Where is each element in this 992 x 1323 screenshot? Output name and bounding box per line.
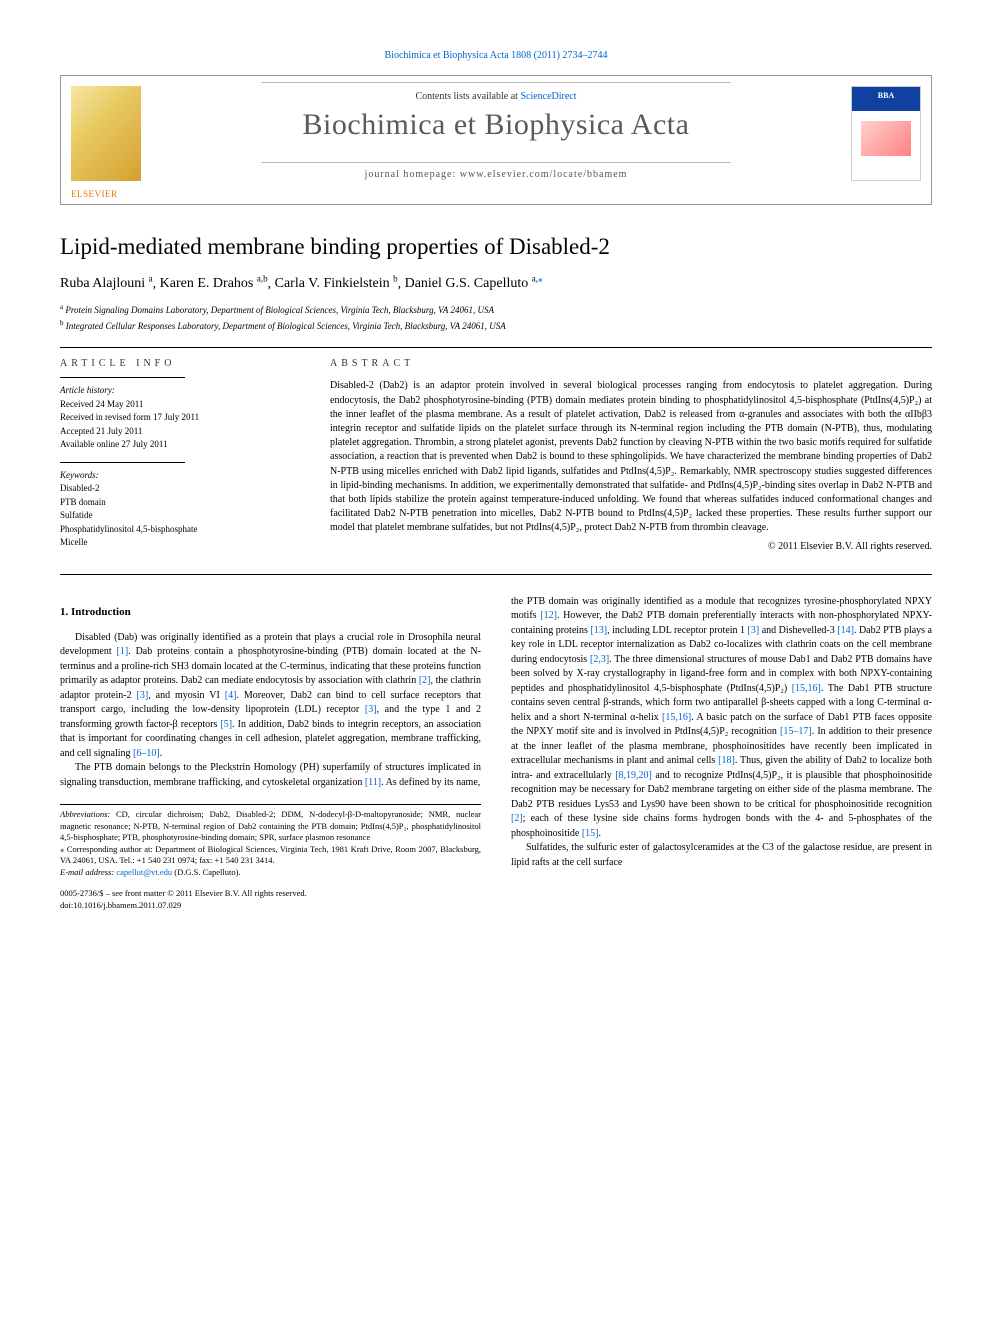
article-info-heading: ARTICLE INFO	[60, 348, 300, 375]
history-line: Available online 27 July 2011	[60, 438, 300, 452]
history-line: Accepted 21 July 2011	[60, 425, 300, 439]
journal-name: Biochimica et Biophysica Acta	[161, 108, 831, 142]
email-label: E-mail address:	[60, 867, 114, 877]
keywords-label: Keywords:	[60, 469, 300, 483]
affiliation-b: b Integrated Cellular Responses Laborato…	[60, 318, 932, 334]
history-label: Article history:	[60, 384, 300, 398]
body-paragraph: the PTB domain was originally identified…	[511, 595, 932, 842]
abstract-text: Disabled-2 (Dab2) is an adaptor protein …	[330, 379, 932, 535]
keyword: Disabled-2	[60, 482, 300, 496]
divider-mid	[60, 574, 932, 575]
affiliations: a Protein Signaling Domains Laboratory, …	[60, 302, 932, 333]
authors-line: Ruba Alajlouni a, Karen E. Drahos a,b, C…	[60, 274, 932, 293]
journal-cover-left	[71, 86, 141, 181]
journal-homepage: journal homepage: www.elsevier.com/locat…	[261, 169, 731, 180]
elsevier-logo-text: ELSEVIER	[71, 189, 118, 199]
author-1: Ruba Alajlouni a	[60, 276, 153, 291]
email-footnote: E-mail address: capellut@vt.edu (D.G.S. …	[60, 867, 481, 878]
history-line: Received in revised form 17 July 2011	[60, 411, 300, 425]
article-title: Lipid-mediated membrane binding properti…	[60, 233, 932, 262]
abstract-column: ABSTRACT Disabled-2 (Dab2) is an adaptor…	[330, 348, 932, 560]
section-1-heading: 1. Introduction	[60, 605, 481, 621]
doi-line: doi:10.1016/j.bbamem.2011.07.029	[60, 900, 481, 911]
history-line: Received 24 May 2011	[60, 398, 300, 412]
author-2: Karen E. Drahos a,b	[160, 276, 268, 291]
footnotes: Abbreviations: CD, circular dichroism; D…	[60, 804, 481, 878]
abstract-copyright: © 2011 Elsevier B.V. All rights reserved…	[330, 541, 932, 552]
header-citation-link[interactable]: Biochimica et Biophysica Acta 1808 (2011…	[385, 50, 608, 61]
right-column: the PTB domain was originally identified…	[511, 595, 932, 911]
sciencedirect-link[interactable]: ScienceDirect	[520, 91, 576, 102]
corresponding-author-link[interactable]: ⁎	[538, 274, 543, 284]
left-column: 1. Introduction Disabled (Dab) was origi…	[60, 595, 481, 911]
author-4: Daniel G.S. Capelluto a,⁎	[405, 276, 543, 291]
email-person: (D.G.S. Capelluto).	[172, 867, 240, 877]
keyword: Sulfatide	[60, 509, 300, 523]
cover-bba-label: BBA	[852, 87, 920, 100]
keywords-block: Keywords: Disabled-2 PTB domain Sulfatid…	[60, 469, 300, 550]
abbr-text: CD, circular dichroism; Dab2, Disabled-2…	[60, 809, 481, 842]
body-paragraph: Disabled (Dab) was originally identified…	[60, 631, 481, 762]
abstract-heading: ABSTRACT	[330, 348, 932, 379]
journal-cover-right: BBA	[851, 86, 921, 181]
homepage-url: www.elsevier.com/locate/bbamem	[460, 169, 628, 180]
abbr-label: Abbreviations:	[60, 809, 110, 819]
abbreviations-footnote: Abbreviations: CD, circular dichroism; D…	[60, 809, 481, 843]
body-paragraph: The PTB domain belongs to the Pleckstrin…	[60, 761, 481, 790]
body-paragraph: Sulfatides, the sulfuric ester of galact…	[511, 841, 932, 870]
keyword: Micelle	[60, 536, 300, 550]
article-info-column: ARTICLE INFO Article history: Received 2…	[60, 348, 300, 560]
body-columns: 1. Introduction Disabled (Dab) was origi…	[60, 595, 932, 911]
author-3: Carla V. Finkielstein b	[275, 276, 398, 291]
header-citation: Biochimica et Biophysica Acta 1808 (2011…	[60, 50, 932, 61]
info-rule-1	[60, 377, 185, 378]
journal-banner: Contents lists available at ScienceDirec…	[60, 75, 932, 205]
info-rule-2	[60, 462, 185, 463]
cover-thumb-icon	[861, 121, 911, 156]
keyword: PTB domain	[60, 496, 300, 510]
keyword: Phosphatidylinositol 4,5-bisphosphate	[60, 523, 300, 537]
footer-meta: 0005-2736/$ – see front matter © 2011 El…	[60, 888, 481, 911]
affiliation-a: a Protein Signaling Domains Laboratory, …	[60, 302, 932, 318]
banner-center: Contents lists available at ScienceDirec…	[161, 82, 831, 180]
article-history: Article history: Received 24 May 2011 Re…	[60, 384, 300, 452]
email-link[interactable]: capellut@vt.edu	[116, 867, 172, 877]
contents-prefix: Contents lists available at	[415, 91, 520, 102]
front-matter-line: 0005-2736/$ – see front matter © 2011 El…	[60, 888, 481, 899]
contents-line: Contents lists available at ScienceDirec…	[261, 91, 731, 102]
homepage-prefix: journal homepage:	[365, 169, 460, 180]
corresponding-footnote: ⁎ Corresponding author at: Department of…	[60, 844, 481, 867]
